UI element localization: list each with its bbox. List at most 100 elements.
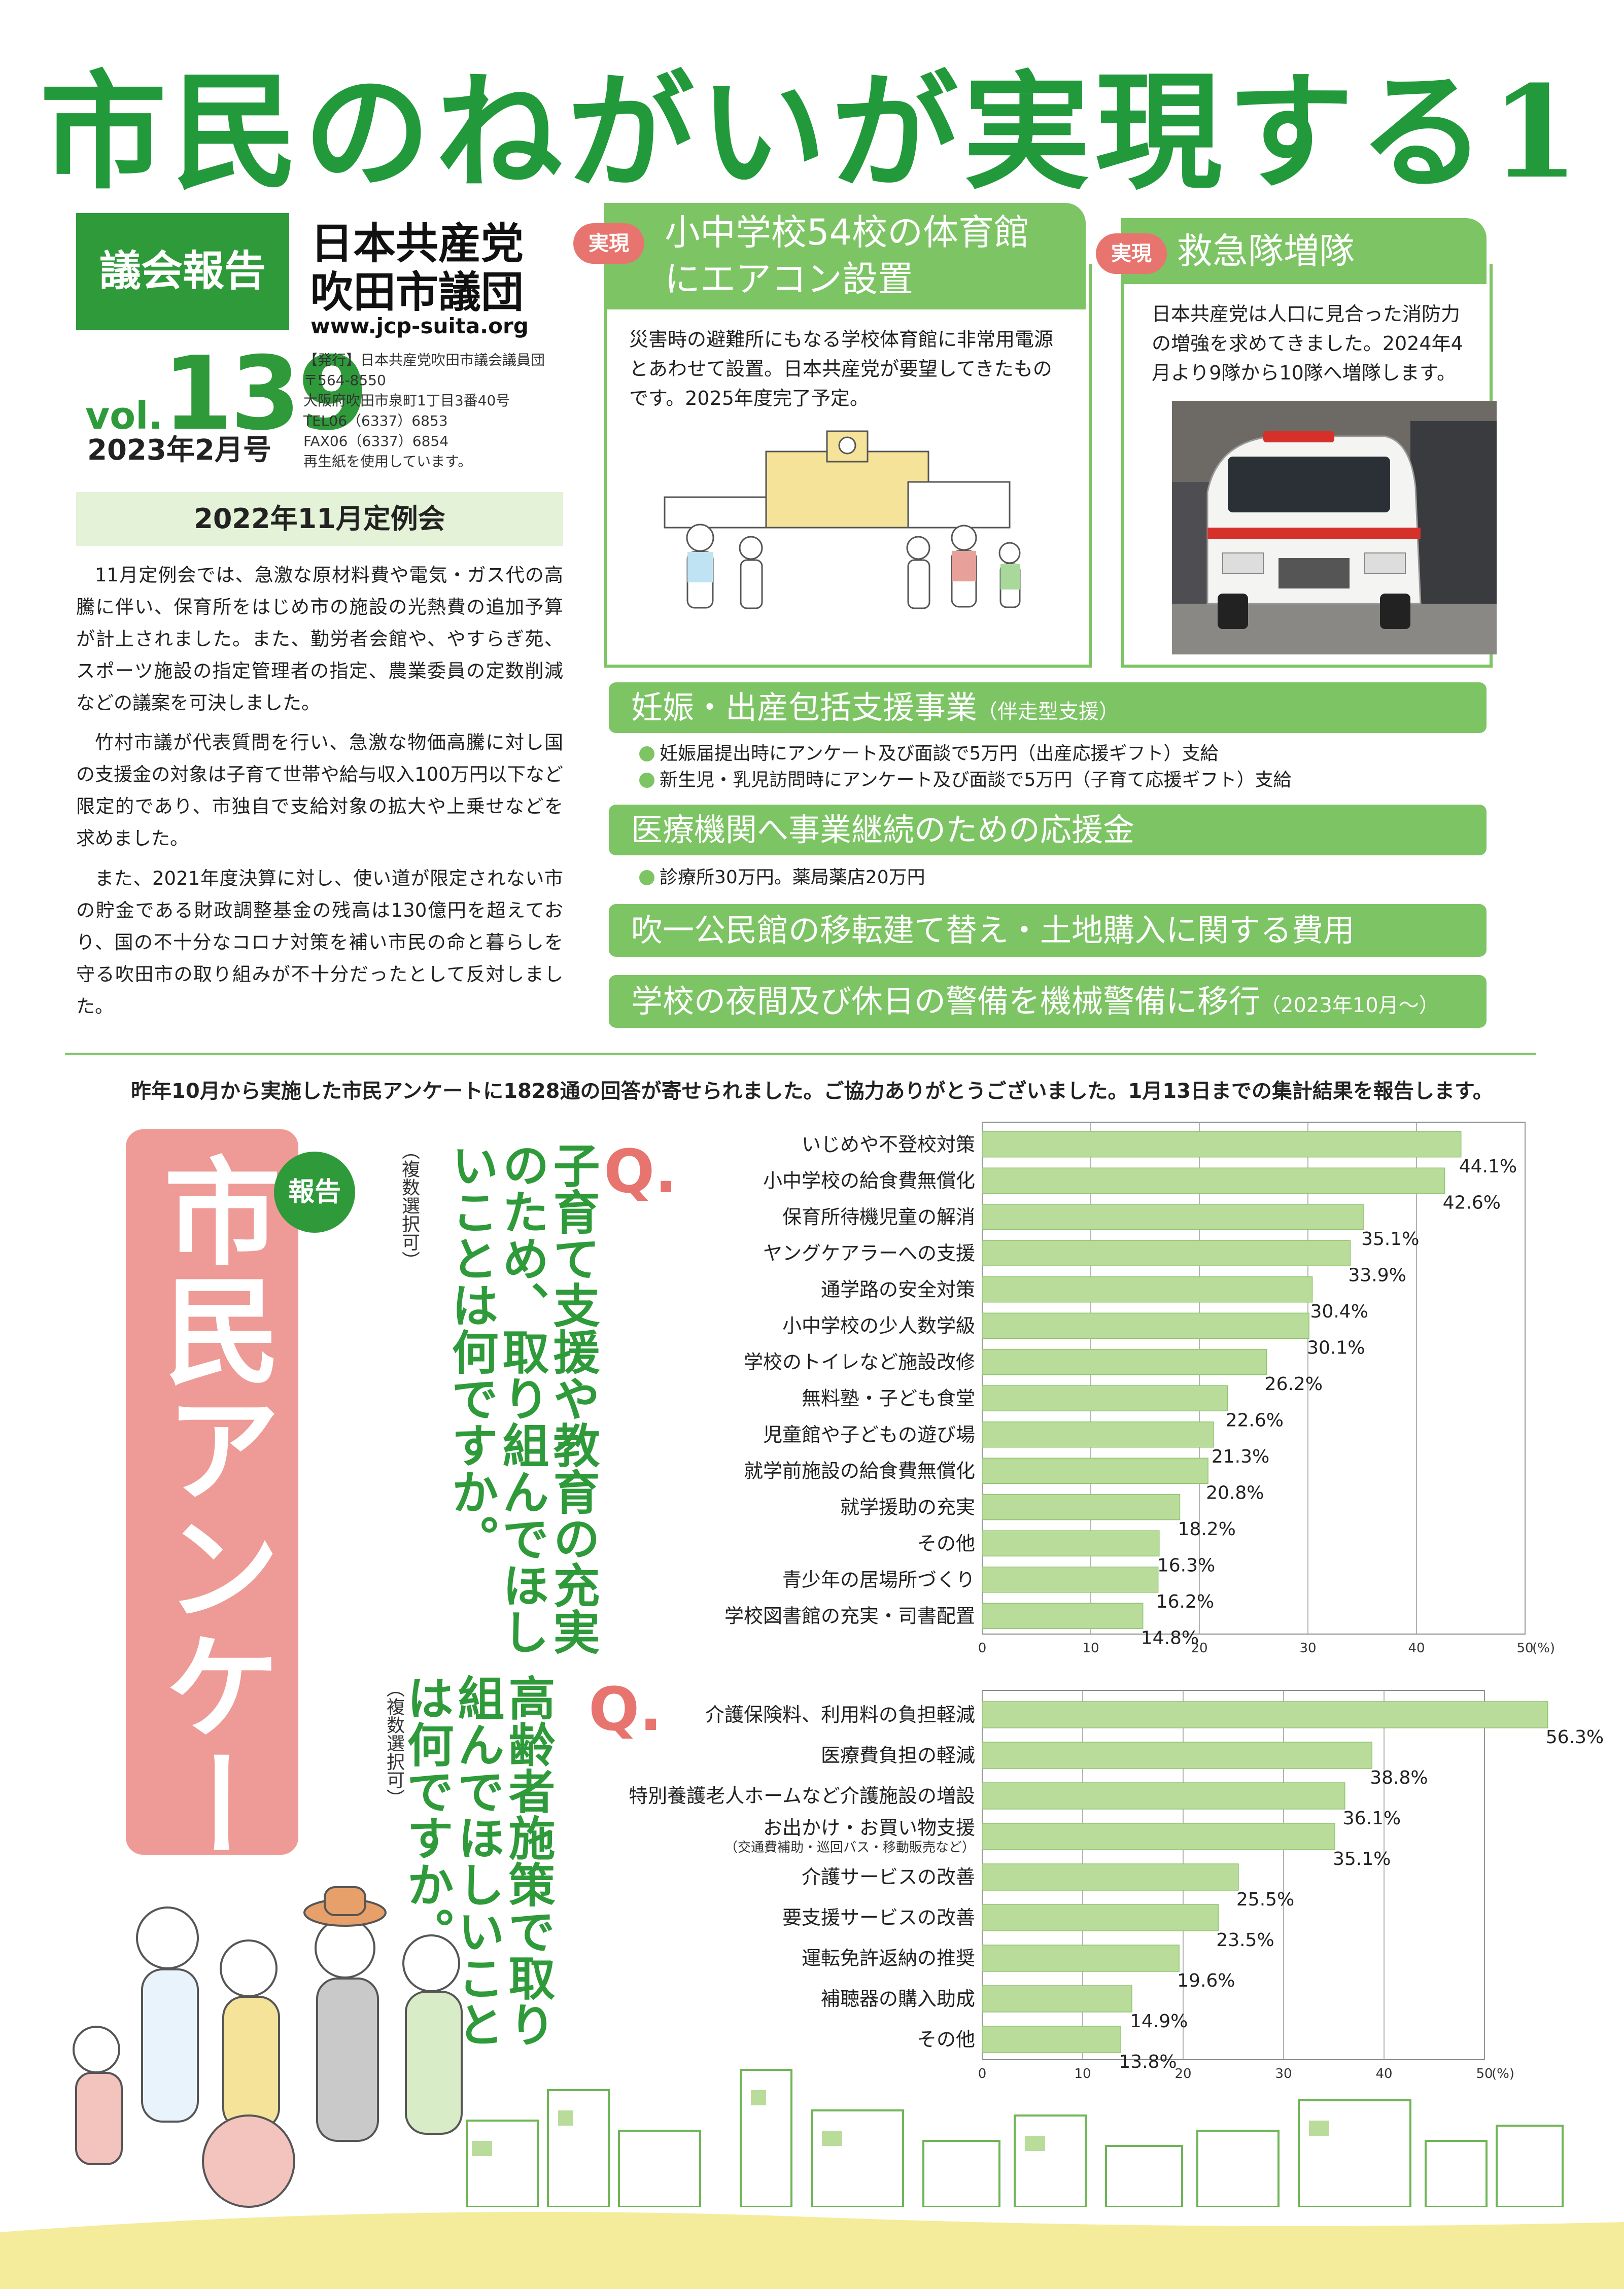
category-label: 医療費負担の軽減 [821,1744,975,1766]
bullet-dot-icon [639,773,654,788]
category-label: 小中学校の給食費無償化 [763,1169,975,1192]
policy-title: 学校の夜間及び休日の警備を機械警備に移行 [631,983,1261,1020]
x-tick-label: 0 [978,2066,987,2082]
category-label: 児童館や子どもの遊び場 [763,1424,975,1446]
x-tick-label: 20 [1174,2066,1191,2082]
value-label: 14.9% [1130,2011,1188,2032]
value-label: 38.8% [1370,1767,1428,1788]
party-name-line1: 日本共産党 [310,219,524,268]
bullet-dot-icon [639,746,654,761]
question-text-q2: 高齢者施策で取り組んでほしいことは何ですか。 [399,1674,555,2048]
party-url[interactable]: www.jcp-suita.org [310,314,529,338]
survey-title: 市民アンケート [144,1152,280,1983]
data-bar [982,1349,1267,1375]
policy-bullet: 妊娠届提出時にアンケート及び面談で5万円（出産応援ギフト）支給 [639,741,1218,767]
data-bar [982,1312,1309,1339]
x-tick-label: 0 [978,1641,987,1656]
value-label: 21.3% [1212,1446,1269,1467]
policy-bar: 医療機関へ事業継続のための応援金 [609,805,1487,855]
data-bar [982,1276,1313,1303]
category-label: その他 [917,2028,975,2051]
data-bar [982,1985,1132,2013]
policy-bullet: 新生児・乳児訪問時にアンケート及び面談で5万円（子育て応援ギフト）支給 [639,767,1291,793]
category-label: 要支援サービスの改善 [782,1906,975,1929]
achievement-title-line: 小中学校54校の体育館 [665,212,1030,253]
value-label: 23.5% [1216,1930,1274,1951]
achievement-text: 日本共産党は人口に見合った消防力の増強を求めてきました。2024年4月より9隊か… [1152,303,1463,384]
section-divider [65,1053,1536,1055]
x-tick-label: 40 [1408,1641,1425,1656]
data-bar [982,2026,1121,2053]
category-label: 補聴器の購入助成 [821,1988,975,2010]
policy-note: （2023年10月～） [1260,994,1439,1017]
value-label: 16.2% [1156,1591,1214,1612]
value-label: 35.1% [1361,1229,1419,1250]
category-label: 小中学校の少人数学級 [782,1314,975,1337]
volume-prefix: vol. [85,394,163,438]
data-bar [982,1494,1181,1520]
category-label: 就学援助の充実 [840,1496,975,1518]
category-label: 就学前施設の給食費無償化 [744,1460,975,1482]
x-tick-label: 50 [1516,1641,1533,1656]
category-label: 学校のトイレなど施設改修 [744,1351,975,1373]
achievement-title: 救急隊増隊 [1177,230,1355,272]
value-label: 26.2% [1265,1374,1323,1395]
value-label: 16.3% [1157,1555,1215,1576]
policy-bullet-text: 診療所30万円。薬局薬店20万円 [660,867,925,888]
question-note-q2: （複数選択可） [384,1679,404,1807]
value-label: 30.4% [1310,1301,1368,1322]
ambulance-photo [1172,401,1497,654]
policy-note: （伴走型支援） [977,700,1120,723]
report-label: 議会報告 [76,213,289,330]
publisher-line: TEL06（6337）6853 [303,412,448,429]
achievement-tab-ambulance: 救急隊増隊 [1121,218,1487,284]
category-label: 運転免許返納の推奨 [802,1947,975,1969]
realized-badge: 実現 [1096,233,1167,274]
cityscape-illustration [466,2069,1564,2207]
data-bar [982,1823,1335,1850]
data-bar [982,1204,1364,1230]
question-mark-q2: Q. [589,1674,663,1744]
chart-elderly-policy: 0 10 20 30 40 50(%) 介護保険料、利用料の負担軽減 56.3% 医療費負担の軽… [629,1690,1604,2082]
x-tick-label: 10 [1082,1641,1099,1656]
policy-bar: 学校の夜間及び休日の警備を機械警備に移行（2023年10月～） [609,975,1487,1028]
realized-badge: 実現 [573,223,644,264]
category-label: 介護サービスの改善 [802,1866,975,1888]
value-label: 18.2% [1178,1519,1235,1540]
question-mark-q1: Q. [604,1136,678,1206]
data-bar [982,1458,1208,1484]
x-tick-label: 40 [1375,2066,1392,2082]
volume-number: vol.139 [85,335,368,453]
november-paragraph: 11月定例会では、急激な原材料費や電気・ガス代の高騰に伴い、保育所をはじめ市の施… [76,564,563,714]
ground-strip [0,2212,1624,2289]
policy-bullet-text: 新生児・乳児訪問時にアンケート及び面談で5万円（子育て応援ギフト）支給 [660,770,1292,790]
survey-title-panel [126,1129,298,1855]
policy-title: 吹一公民館の移転建て替え・土地購入に関する費用 [631,912,1355,949]
value-label: 19.6% [1177,1970,1235,1991]
value-label: 42.6% [1443,1192,1501,1213]
category-label: いじめや不登校対策 [802,1133,975,1156]
data-bar [982,1530,1160,1556]
x-tick-label: 50 [1476,2066,1493,2082]
publisher-line: 再生紙を使用しています。 [303,453,472,470]
publisher-line: FAX06（6337）6854 [303,433,449,449]
policy-title: 妊娠・出産包括支援事業 [631,689,978,726]
policy-title: 医療機関へ事業継続のための応援金 [631,811,1135,848]
party-name-line2: 吹田市議団 [310,267,524,317]
school-children-illustration [664,430,1021,609]
data-bar [982,1131,1462,1158]
x-unit-label: (%) [1532,1641,1555,1656]
category-label: お出かけ・お買い物支援 [763,1817,975,1839]
value-label: 14.8% [1141,1627,1199,1648]
issue-date: 2023年2月号 [87,434,271,467]
data-bar [982,1603,1144,1629]
data-bar [982,1167,1445,1194]
policy-bullet-text: 妊娠届提出時にアンケート及び面談で5万円（出産応援ギフト）支給 [660,743,1219,764]
data-bar [982,1904,1219,1931]
question-text-q1: 子育て支援や教育の充実のため、取り組んでほしいことは何ですか。 [444,1141,600,1655]
value-label: 36.1% [1343,1808,1401,1829]
data-bar [982,1385,1228,1411]
data-bar [982,1240,1351,1266]
bullet-dot-icon [639,870,654,885]
report-badge: 報告 [274,1152,355,1233]
